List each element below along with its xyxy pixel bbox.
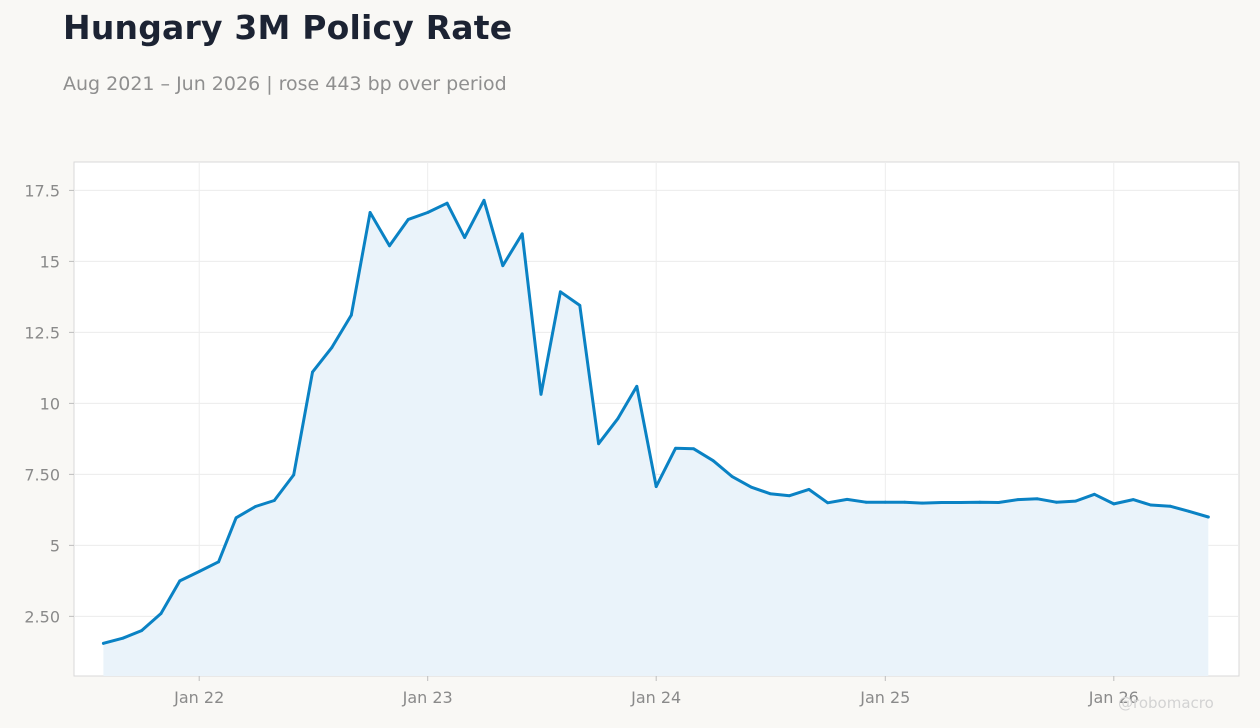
data-point bbox=[692, 447, 696, 451]
data-point bbox=[501, 264, 505, 268]
data-point bbox=[845, 497, 849, 501]
data-point bbox=[1187, 509, 1191, 513]
x-tick-label: Jan 26 bbox=[1088, 688, 1139, 707]
data-point bbox=[883, 500, 887, 504]
series-area-fill bbox=[103, 200, 1209, 677]
data-point bbox=[674, 446, 677, 450]
y-tick-label: 15 bbox=[40, 252, 60, 271]
watermark: @robomacro bbox=[1118, 694, 1214, 712]
x-tick-label: Jan 24 bbox=[630, 688, 681, 707]
data-point bbox=[388, 244, 391, 248]
data-point bbox=[616, 417, 620, 420]
data-point bbox=[903, 500, 907, 504]
data-point bbox=[654, 485, 658, 488]
data-point bbox=[978, 500, 982, 504]
data-point bbox=[940, 501, 944, 504]
data-point bbox=[1016, 498, 1020, 502]
x-tick-label: Jan 25 bbox=[859, 688, 910, 707]
data-point bbox=[539, 392, 543, 396]
data-point bbox=[349, 313, 353, 317]
data-point bbox=[1112, 502, 1116, 506]
data-point bbox=[1054, 500, 1058, 504]
data-point bbox=[1092, 492, 1096, 496]
y-tick-label: 10 bbox=[40, 394, 60, 413]
y-tick-label: 12.5 bbox=[24, 323, 60, 342]
data-point bbox=[330, 346, 334, 349]
data-point bbox=[559, 290, 562, 294]
data-point bbox=[140, 629, 144, 632]
y-tick-label: 2.50 bbox=[24, 607, 60, 626]
data-point bbox=[445, 201, 449, 205]
data-point bbox=[311, 370, 314, 374]
data-point bbox=[749, 485, 753, 489]
data-point bbox=[272, 499, 276, 502]
data-point bbox=[788, 494, 791, 498]
x-tick-label: Jan 23 bbox=[402, 688, 453, 707]
data-point bbox=[520, 232, 524, 236]
chart-subtitle: Aug 2021 – Jun 2026 | rose 443 bp over p… bbox=[63, 73, 507, 95]
data-point bbox=[730, 474, 734, 478]
chart-title: Hungary 3M Policy Rate bbox=[63, 8, 513, 47]
data-point bbox=[920, 501, 924, 505]
data-point bbox=[482, 198, 486, 202]
data-point bbox=[178, 579, 182, 583]
x-tick-label: Jan 22 bbox=[173, 688, 224, 707]
data-point bbox=[864, 500, 868, 504]
data-point bbox=[217, 560, 221, 564]
data-point bbox=[102, 641, 105, 645]
data-point bbox=[1168, 504, 1172, 508]
data-point bbox=[1206, 515, 1210, 519]
data-point bbox=[197, 570, 201, 573]
data-point bbox=[1131, 498, 1135, 502]
data-point bbox=[426, 211, 430, 214]
data-point bbox=[711, 459, 715, 463]
data-point bbox=[292, 473, 296, 477]
data-point bbox=[826, 501, 830, 505]
data-point bbox=[997, 501, 1001, 504]
y-tick-label: 7.50 bbox=[24, 465, 60, 484]
data-point bbox=[1074, 499, 1078, 503]
data-point bbox=[597, 442, 600, 446]
data-point bbox=[254, 505, 257, 508]
data-point bbox=[1149, 503, 1153, 507]
data-point bbox=[1036, 497, 1039, 501]
data-point bbox=[578, 304, 582, 307]
data-point bbox=[768, 492, 772, 496]
data-point bbox=[406, 217, 410, 221]
y-tick-label: 17.5 bbox=[24, 181, 60, 200]
data-point bbox=[959, 501, 962, 504]
data-point bbox=[635, 384, 639, 388]
y-tick-label: 5 bbox=[50, 536, 60, 555]
data-point bbox=[807, 488, 811, 491]
data-point bbox=[234, 516, 238, 520]
data-point bbox=[121, 636, 125, 640]
data-point bbox=[463, 236, 467, 239]
data-point bbox=[368, 211, 372, 214]
data-point bbox=[159, 612, 163, 615]
